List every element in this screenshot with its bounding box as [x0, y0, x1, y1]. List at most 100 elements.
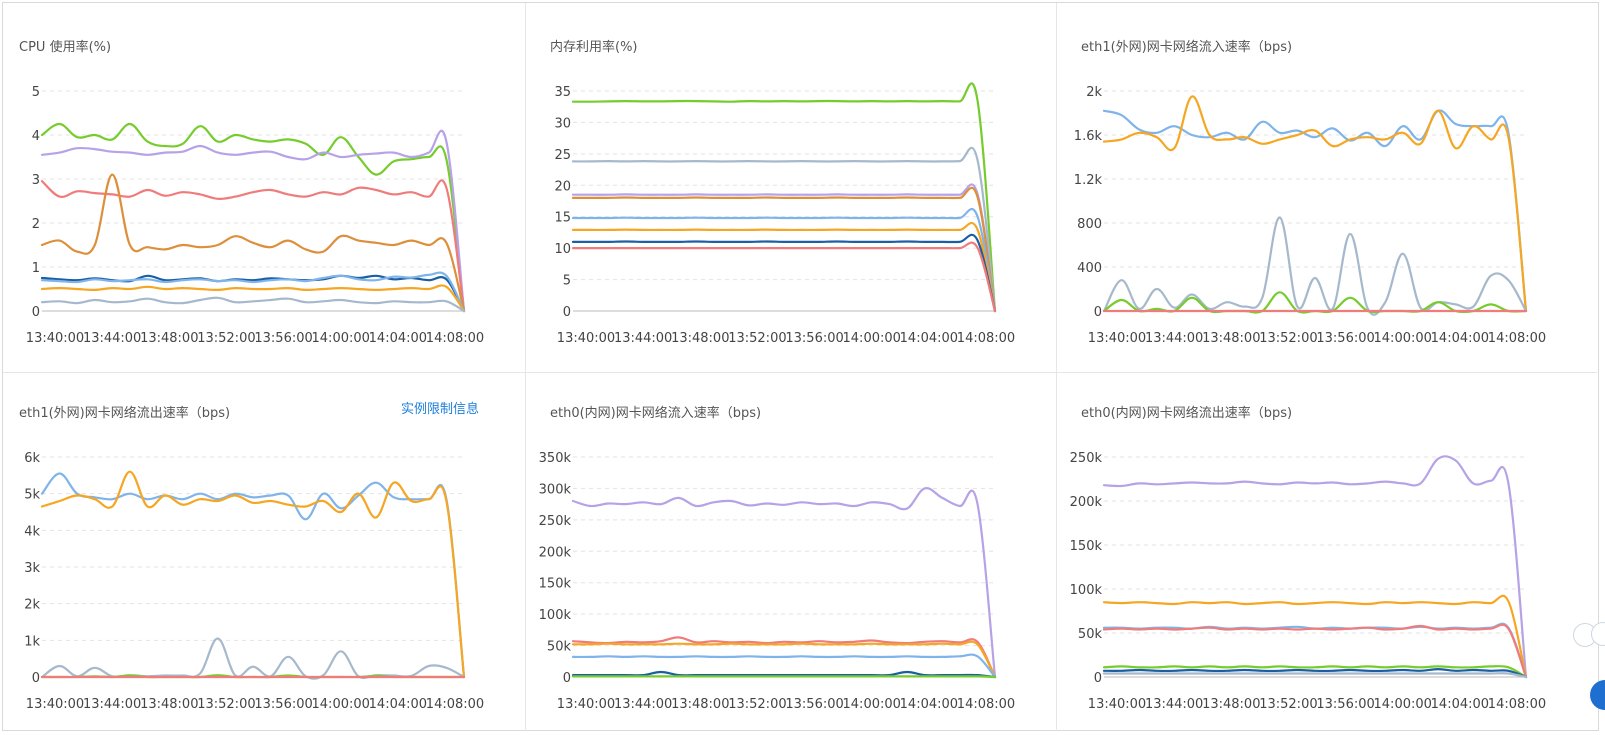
- instance-limits-link[interactable]: 实例限制信息: [400, 402, 479, 417]
- x-tick-label: 13:52:00: [197, 697, 255, 712]
- series-line: [1102, 623, 1528, 679]
- series-line: [571, 636, 997, 679]
- y-tick-label: 4: [32, 129, 40, 144]
- eth1-inbound-chart: 0 400 800 1.2k 1.6k 2k 13:40:0013:44:0013:48:0…: [1074, 85, 1546, 346]
- x-tick-label: 13:40:00: [26, 697, 84, 712]
- x-tick-label: 13:44:00: [614, 331, 672, 346]
- x-tick-label: 13:44:00: [1145, 331, 1203, 346]
- x-tick-label: 13:52:00: [728, 331, 786, 346]
- x-tick-label: 14:00:00: [312, 697, 370, 712]
- x-tick-label: 14:00:00: [843, 331, 901, 346]
- x-tick-label: 14:04:00: [369, 331, 427, 346]
- series-line: [571, 670, 997, 679]
- series-line: [571, 208, 997, 313]
- x-tick-label: 13:44:00: [83, 697, 141, 712]
- eth1-outbound-panel: eth1(外网)网卡网络流出速率（bps) 实例限制信息 0 1k 2k 3k 4k 5k…: [2, 369, 525, 735]
- y-tick-label: 2k: [1086, 85, 1102, 100]
- eth0-inbound-chart: 050k100k150k200k250k300k350k13:40:0013:4…: [539, 451, 1016, 712]
- y-tick-label: 20: [554, 179, 571, 194]
- y-tick-label: 10: [554, 242, 571, 257]
- y-tick-label: 300k: [539, 482, 572, 497]
- panel-title: CPU 使用率(%): [19, 40, 112, 55]
- series-line: [40, 173, 466, 313]
- x-tick-label: 14:00:00: [1374, 697, 1432, 712]
- memory-usage-chart: 0510152025303513:40:0013:44:0013:48:0013…: [554, 82, 1015, 346]
- y-tick-label: 1k: [24, 634, 40, 649]
- x-tick-label: 13:48:00: [140, 697, 198, 712]
- y-tick-label: 800: [1077, 217, 1102, 232]
- y-tick-label: 5k: [24, 488, 40, 503]
- y-tick-label: 35: [554, 85, 571, 100]
- x-tick-label: 14:04:00: [900, 331, 958, 346]
- x-tick-label: 13:52:00: [728, 697, 786, 712]
- x-tick-label: 13:56:00: [785, 697, 843, 712]
- y-tick-label: 1.6k: [1074, 129, 1103, 144]
- x-tick-label: 13:48:00: [140, 331, 198, 346]
- x-tick-label: 13:44:00: [614, 697, 672, 712]
- y-tick-label: 2: [32, 217, 40, 232]
- eth1-outbound-chart: 01k2k3k4k5k6k13:40:0013:44:0013:48:0013:…: [24, 451, 484, 712]
- x-tick-label: 13:56:00: [254, 697, 312, 712]
- x-tick-label: 13:56:00: [1316, 697, 1374, 712]
- x-tick-label: 13:48:00: [1202, 331, 1260, 346]
- series-line: [571, 233, 997, 313]
- x-tick-label: 13:52:00: [1259, 697, 1317, 712]
- y-tick-label: 3: [32, 173, 40, 188]
- series-line: [40, 130, 466, 313]
- x-tick-label: 13:52:00: [197, 331, 255, 346]
- x-tick-label: 14:04:00: [1431, 331, 1489, 346]
- x-tick-label: 13:44:00: [1145, 697, 1203, 712]
- series-line: [571, 640, 997, 679]
- series-line: [1102, 665, 1528, 679]
- series-line: [40, 271, 466, 313]
- x-tick-label: 14:00:00: [312, 331, 370, 346]
- x-tick-label: 14:00:00: [843, 697, 901, 712]
- series-line: [571, 183, 997, 313]
- y-tick-label: 0: [32, 671, 40, 686]
- help-icon[interactable]: [1590, 680, 1605, 710]
- series-line: [40, 470, 466, 679]
- x-tick-label: 14:08:00: [957, 331, 1015, 346]
- y-tick-label: 100k: [1070, 583, 1103, 598]
- x-tick-label: 14:08:00: [957, 697, 1015, 712]
- series-line: [40, 472, 466, 679]
- series-line: [1102, 622, 1528, 679]
- y-tick-label: 0: [563, 671, 571, 686]
- x-tick-label: 13:56:00: [254, 331, 312, 346]
- y-tick-label: 0: [32, 305, 40, 320]
- y-tick-label: 150k: [1070, 539, 1103, 554]
- cpu-usage-panel: CPU 使用率(%) 0 1 2 3 4 5 13:40:00 13:44:00 13:48:0…: [2, 3, 525, 372]
- row-divider: [3, 372, 1597, 373]
- series-line: [1102, 455, 1528, 679]
- series-line: [1102, 95, 1528, 313]
- x-tick-label: 13:52:00: [1259, 331, 1317, 346]
- y-tick-label: 250k: [539, 514, 572, 529]
- y-tick-label: 0: [563, 305, 571, 320]
- panel-title: eth1(外网)网卡网络流入速率（bps): [1081, 40, 1293, 55]
- series-line: [571, 221, 997, 313]
- y-tick-label: 200k: [539, 545, 572, 560]
- panel-title: eth0(内网)网卡网络流入速率（bps): [550, 406, 762, 421]
- series-line: [571, 82, 997, 313]
- x-tick-label: 14:08:00: [426, 697, 484, 712]
- x-tick-label: 13:48:00: [671, 697, 729, 712]
- y-tick-label: 1.2k: [1074, 173, 1103, 188]
- x-tick-label: 14:04:00: [1431, 697, 1489, 712]
- x-tick-label: 14:08:00: [426, 331, 484, 346]
- column-divider-2: [1056, 3, 1057, 731]
- y-tick-label: 30: [554, 116, 571, 131]
- x-tick-label: 14:04:00: [369, 697, 427, 712]
- x-tick-label: 14:08:00: [1488, 331, 1546, 346]
- y-tick-label: 6k: [24, 451, 40, 466]
- cpu-usage-chart: 0 1 2 3 4 5 13:40:0013:44:0013:48:0013:52:0013…: [26, 85, 484, 346]
- series-line: [40, 296, 466, 313]
- y-tick-label: 25: [554, 148, 571, 163]
- series-line: [40, 637, 466, 680]
- x-tick-label: 13:40:00: [1088, 331, 1146, 346]
- panel-title: eth1(外网)网卡网络流出速率（bps): [19, 406, 231, 421]
- series-line: [1102, 668, 1528, 679]
- x-tick-label: 13:56:00: [785, 331, 843, 346]
- series-line: [571, 146, 997, 313]
- y-tick-label: 5: [32, 85, 40, 100]
